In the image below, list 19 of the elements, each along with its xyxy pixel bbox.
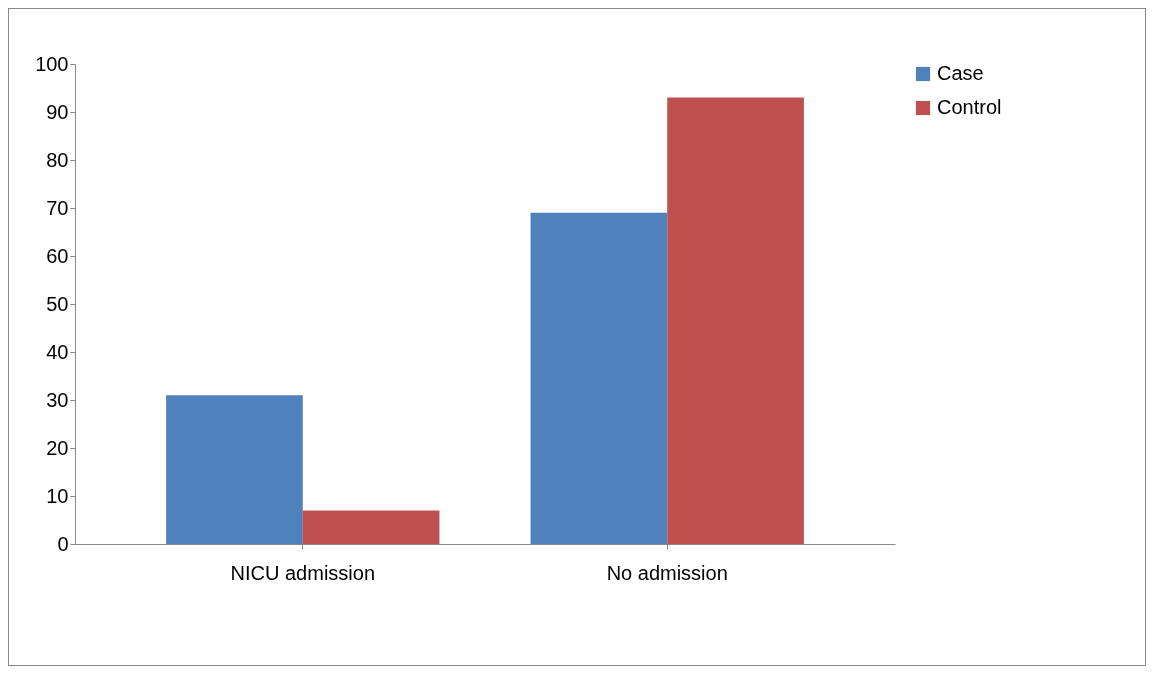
y-tick-label: 10	[46, 484, 69, 507]
y-tick-label: 80	[46, 148, 69, 171]
legend-label: Case	[937, 62, 984, 84]
y-tick-label: 100	[35, 52, 69, 75]
y-tick-label: 0	[57, 532, 69, 555]
y-tick-label: 70	[46, 196, 69, 219]
y-tick-label: 30	[46, 388, 69, 411]
y-tick-label: 50	[46, 292, 69, 315]
x-tick-label: NICU admission	[230, 561, 376, 584]
y-tick-label: 20	[46, 436, 69, 459]
bar	[667, 97, 804, 544]
y-tick-label: 40	[46, 340, 69, 363]
x-tick-label: No admission	[606, 561, 728, 584]
y-tick-label: 60	[46, 244, 69, 267]
bar	[530, 212, 668, 544]
bar	[166, 395, 303, 544]
y-tick-label: 90	[46, 100, 69, 123]
bar	[302, 510, 440, 544]
legend-label: Control	[937, 96, 1002, 118]
